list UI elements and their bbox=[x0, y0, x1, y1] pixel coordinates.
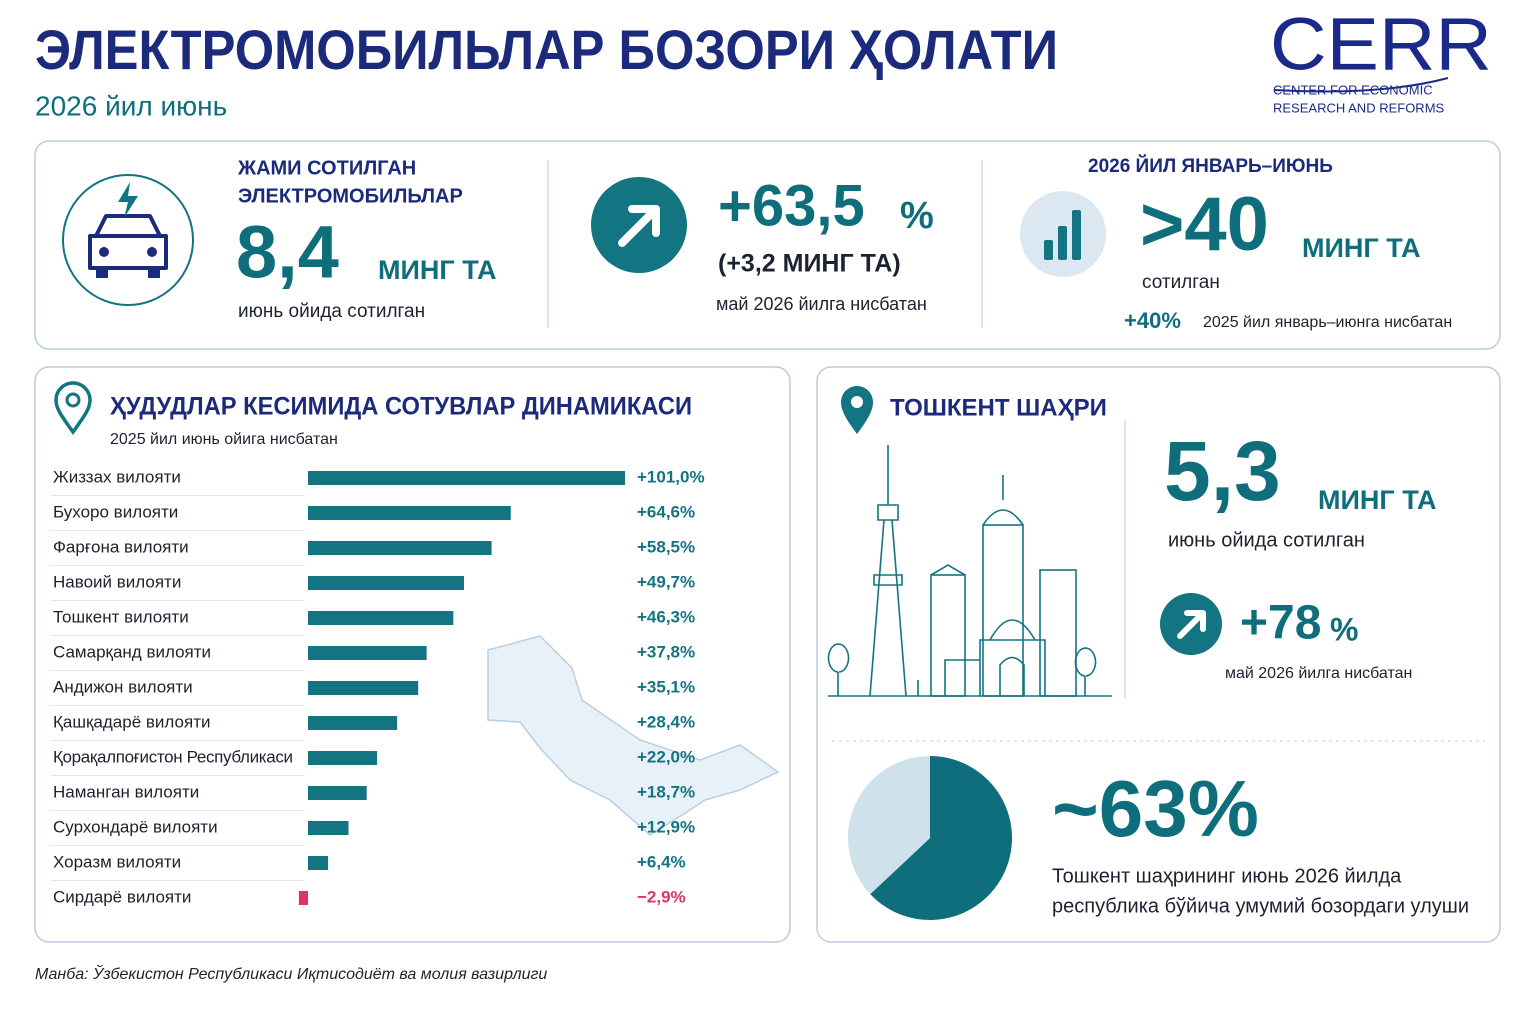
value-label: +18,7% bbox=[637, 782, 695, 801]
pie-caption: республика бўйича умумий бозордаги улуши bbox=[1052, 895, 1469, 917]
pie-caption: Тошкент шаҳрининг июнь 2026 йилда bbox=[1052, 865, 1402, 887]
kpi-note: июнь ойида сотилган bbox=[238, 301, 425, 322]
kpi-value: +63,5 bbox=[718, 173, 865, 238]
kpi-value: >40 bbox=[1140, 182, 1269, 267]
bar bbox=[308, 821, 349, 835]
pin-icon bbox=[841, 386, 873, 434]
bar bbox=[308, 786, 367, 800]
kpi-unit: МИНГ ТА bbox=[1318, 485, 1437, 515]
value-label: +12,9% bbox=[637, 817, 695, 836]
value-label: +49,7% bbox=[637, 572, 695, 591]
title: ЭЛЕКТРОМОБИЛЬЛАР БОЗОРИ ҲОЛАТИ bbox=[35, 18, 1058, 81]
logo-line: CENTER FOR ECONOMIC bbox=[1273, 82, 1433, 97]
kpi-change-note: 2025 йил январь–июнга нисбатан bbox=[1203, 314, 1452, 331]
source: Манба: Ўзбекистон Республикаси Иқтисодиё… bbox=[35, 963, 547, 983]
bar bbox=[308, 471, 625, 485]
growth-icon bbox=[591, 177, 687, 273]
pin-icon bbox=[54, 381, 92, 435]
section-title: ТОШКЕНТ ШАҲРИ bbox=[890, 394, 1107, 421]
kpi-card bbox=[34, 140, 1501, 350]
category-label: Қашқадарё вилояти bbox=[53, 712, 210, 731]
value-label: +58,5% bbox=[637, 537, 695, 556]
category-label: Сурхондарё вилояти bbox=[53, 817, 218, 836]
category-label: Навоий вилояти bbox=[53, 572, 181, 591]
kpi-value: +78 bbox=[1240, 597, 1321, 650]
pie-slice bbox=[870, 756, 1012, 920]
chart-subtitle: 2025 йил июнь ойига нисбатан bbox=[110, 431, 338, 448]
car-icon bbox=[62, 174, 194, 306]
kpi-note: сотилган bbox=[1142, 272, 1220, 293]
bar bbox=[308, 716, 398, 730]
category-label: Андижон вилояти bbox=[53, 677, 193, 696]
map bbox=[487, 635, 780, 836]
bar bbox=[308, 576, 464, 590]
logo-swoosh bbox=[1274, 77, 1449, 93]
pie-label: ~63% bbox=[1052, 764, 1259, 853]
value-label: +22,0% bbox=[637, 747, 695, 766]
value-label: +35,1% bbox=[637, 677, 695, 696]
logo-line: RESEARCH AND REFORMS bbox=[1273, 100, 1445, 115]
value-label: +6,4% bbox=[637, 852, 686, 871]
value-label: +101,0% bbox=[637, 467, 705, 486]
growth-icon bbox=[1160, 593, 1222, 655]
kpi-value: 8,4 bbox=[236, 211, 339, 294]
kpi-note: май 2026 йилга нисбатан bbox=[716, 294, 927, 314]
category-label: Самарқанд вилояти bbox=[53, 642, 211, 661]
chart-title: ҲУДУДЛАР КЕСИМИДА СОТУВЛАР ДИНАМИКАСИ bbox=[110, 393, 692, 421]
kpi-change: +40% bbox=[1124, 308, 1181, 333]
category-label: Хоразм вилояти bbox=[53, 852, 181, 871]
value-label: +37,8% bbox=[637, 642, 695, 661]
subtitle: 2026 йил июнь bbox=[35, 90, 227, 121]
kpi-unit: МИНГ ТА bbox=[1302, 233, 1421, 263]
bar bbox=[308, 646, 427, 660]
value-label: +28,4% bbox=[637, 712, 695, 731]
category-label: Қорақалпоғистон Республикаси bbox=[53, 747, 293, 766]
bar bbox=[308, 611, 454, 625]
kpi-note: июнь ойида сотилган bbox=[1168, 529, 1365, 551]
bars-icon bbox=[1020, 191, 1106, 277]
bar bbox=[308, 751, 378, 765]
logo: CERR bbox=[1270, 3, 1492, 86]
kpi-label: 2026 ЙИЛ ЯНВАРЬ–ИЮНЬ bbox=[1088, 155, 1333, 177]
bar bbox=[308, 541, 492, 555]
kpi-label: ЭЛЕКТРОМОБИЛЬЛАР bbox=[238, 185, 463, 207]
kpi-note: май 2026 йилга нисбатан bbox=[1225, 665, 1412, 682]
skyline bbox=[827, 445, 1112, 697]
bar bbox=[308, 856, 329, 870]
pie-slice bbox=[847, 756, 930, 895]
value-label: −2,9% bbox=[637, 887, 686, 906]
value-label: +46,3% bbox=[637, 607, 695, 626]
category-label: Наманган вилояти bbox=[53, 782, 199, 801]
category-label: Фарғона вилояти bbox=[53, 537, 189, 556]
bar bbox=[308, 506, 511, 520]
kpi-unit: % bbox=[900, 195, 934, 237]
bar bbox=[298, 891, 308, 905]
bar bbox=[308, 681, 419, 695]
category-label: Сирдарё вилояти bbox=[53, 887, 191, 906]
kpi-unit: % bbox=[1330, 611, 1358, 647]
kpi-sub: (+3,2 МИНГ ТА) bbox=[718, 250, 901, 278]
kpi-value: 5,3 bbox=[1164, 424, 1281, 518]
category-label: Тошкент вилояти bbox=[53, 607, 189, 626]
category-label: Бухоро вилояти bbox=[53, 502, 178, 521]
kpi-label: ЖАМИ СОТИЛГАН bbox=[237, 157, 416, 179]
kpi-unit: МИНГ ТА bbox=[378, 255, 497, 285]
value-label: +64,6% bbox=[637, 502, 695, 521]
category-label: Жиззах вилояти bbox=[53, 467, 181, 486]
